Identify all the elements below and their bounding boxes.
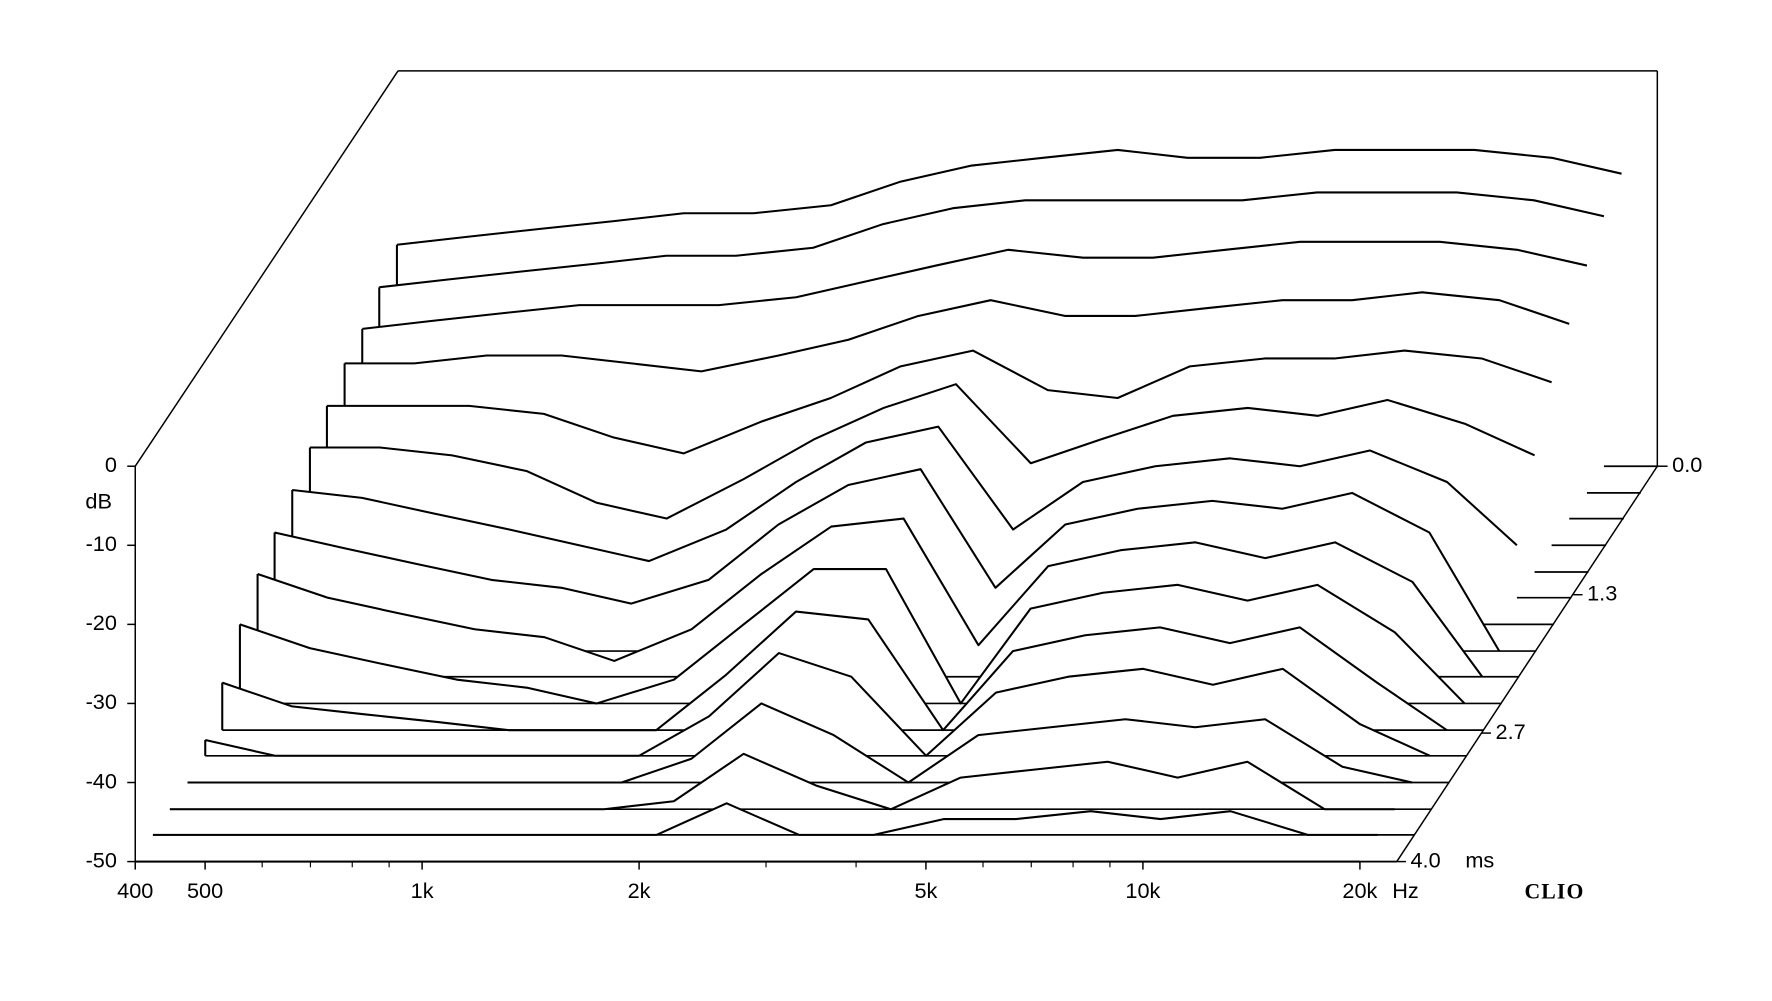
- x-tick-label: 10k: [1125, 878, 1160, 903]
- frame-edge: [134, 70, 399, 467]
- y-tick-label: -10: [86, 531, 117, 556]
- brand: CLIO: [1524, 880, 1584, 904]
- slice-curve: [257, 517, 1484, 678]
- slice-curve: [292, 425, 1518, 563]
- y-tick-label: -20: [86, 610, 117, 635]
- x-tick-label: 500: [187, 878, 223, 903]
- x-tick-label: 5k: [914, 878, 937, 903]
- x-tick-label: 20k: [1342, 878, 1377, 903]
- z-tick-label: 1.3: [1587, 580, 1617, 605]
- slice-curve: [309, 383, 1536, 520]
- x-tick-label: 2k: [628, 878, 651, 903]
- slice-curve: [221, 610, 1448, 732]
- x-tick-label: 1k: [411, 878, 434, 903]
- y-tick-label: 0: [105, 452, 117, 477]
- slices: [135, 148, 1659, 863]
- z-tick-label: 2.7: [1496, 719, 1526, 744]
- z-unit: ms: [1465, 847, 1494, 872]
- slice-curve: [379, 191, 1605, 289]
- x-tick-label: 400: [117, 878, 153, 903]
- slice-fill: [152, 803, 1378, 835]
- frame-edge: [1396, 465, 1658, 863]
- slice-curve: [274, 468, 1501, 652]
- slice-curve: [344, 291, 1570, 373]
- slice-curve: [239, 568, 1466, 705]
- y-tick-label: -40: [86, 768, 117, 793]
- slice-curve: [326, 349, 1552, 455]
- z-tick-label: 4.0: [1410, 847, 1440, 872]
- slice-fill: [169, 753, 1395, 810]
- slice-curve: [362, 240, 1588, 330]
- y-tick-label: -30: [86, 689, 117, 714]
- y-tick-label: -50: [86, 847, 117, 872]
- z-tick-label: 0.0: [1672, 452, 1702, 477]
- slice-curve: [396, 148, 1622, 246]
- x-unit: Hz: [1392, 878, 1419, 903]
- y-axis-label: dB: [85, 489, 112, 514]
